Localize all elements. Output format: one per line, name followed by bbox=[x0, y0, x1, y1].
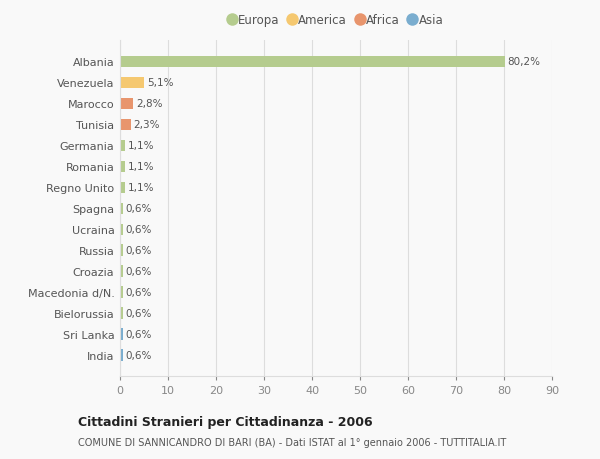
Text: 0,6%: 0,6% bbox=[125, 288, 152, 297]
Bar bbox=[120, 266, 123, 277]
Text: 0,6%: 0,6% bbox=[125, 330, 152, 340]
Bar bbox=[120, 245, 123, 257]
Text: COMUNE DI SANNICANDRO DI BARI (BA) - Dati ISTAT al 1° gennaio 2006 - TUTTITALIA.: COMUNE DI SANNICANDRO DI BARI (BA) - Dat… bbox=[78, 437, 506, 447]
Bar bbox=[120, 119, 131, 131]
Text: 0,6%: 0,6% bbox=[125, 246, 152, 256]
Bar bbox=[120, 161, 125, 173]
Bar bbox=[120, 56, 505, 68]
Text: 0,6%: 0,6% bbox=[125, 225, 152, 235]
Text: 80,2%: 80,2% bbox=[508, 57, 541, 67]
Text: 1,1%: 1,1% bbox=[128, 183, 154, 193]
Bar bbox=[120, 203, 123, 215]
Bar bbox=[120, 98, 133, 110]
Bar bbox=[120, 287, 123, 298]
Text: 0,6%: 0,6% bbox=[125, 308, 152, 319]
Bar bbox=[120, 329, 123, 340]
Text: 0,6%: 0,6% bbox=[125, 350, 152, 360]
Bar bbox=[120, 78, 145, 89]
Text: 2,8%: 2,8% bbox=[136, 99, 163, 109]
Text: 0,6%: 0,6% bbox=[125, 204, 152, 214]
Bar bbox=[120, 224, 123, 235]
Text: 0,6%: 0,6% bbox=[125, 267, 152, 277]
Text: 2,3%: 2,3% bbox=[133, 120, 160, 130]
Legend: Europa, America, Africa, Asia: Europa, America, Africa, Asia bbox=[229, 14, 443, 27]
Text: 5,1%: 5,1% bbox=[147, 78, 173, 88]
Text: Cittadini Stranieri per Cittadinanza - 2006: Cittadini Stranieri per Cittadinanza - 2… bbox=[78, 415, 373, 428]
Text: 1,1%: 1,1% bbox=[128, 141, 154, 151]
Bar bbox=[120, 140, 125, 152]
Bar bbox=[120, 350, 123, 361]
Bar bbox=[120, 182, 125, 194]
Text: 1,1%: 1,1% bbox=[128, 162, 154, 172]
Bar bbox=[120, 308, 123, 319]
